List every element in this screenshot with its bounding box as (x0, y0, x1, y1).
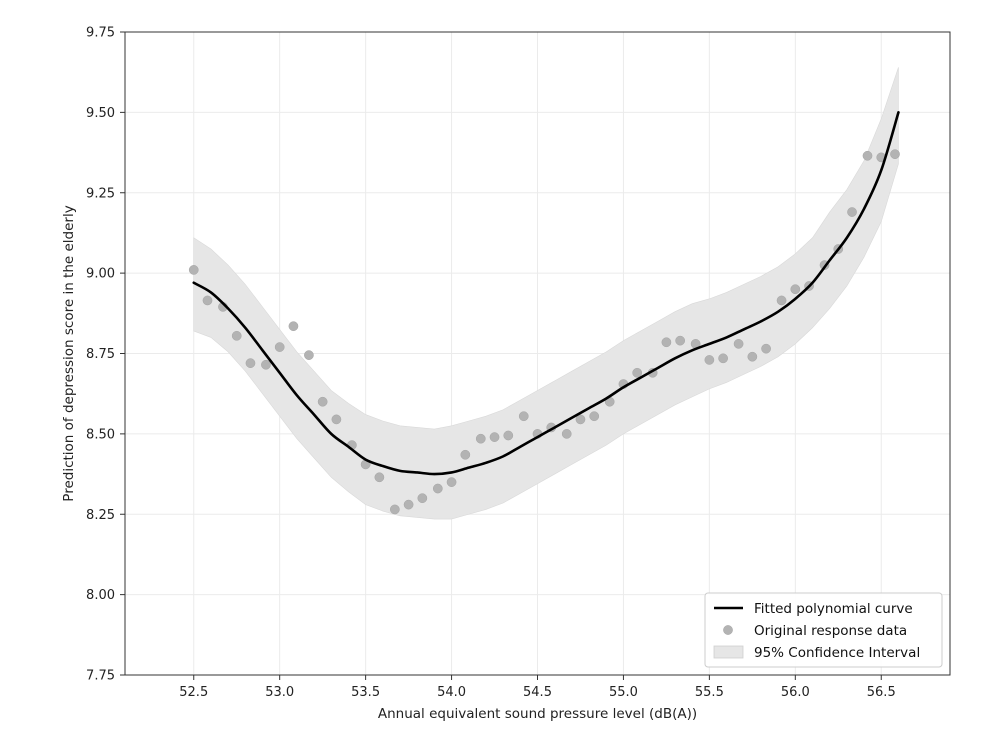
data-point (776, 295, 787, 306)
data-point (245, 358, 256, 368)
y-axis: 7.75 8.00 8.25 8.50 8.75 9.00 9.25 9.50 9.75 (86, 26, 125, 684)
legend-patch-sample (713, 645, 744, 659)
x-axis: 52.5 53.0 53.5 54.0 54.5 55.0 55.5 56.0 56.5 (179, 675, 896, 700)
data-point (718, 353, 728, 364)
x-tick-label: 53.5 (351, 685, 380, 700)
y-tick-label: 9.25 (86, 186, 115, 201)
legend-label-confidence-interval: 95% Confidence Interval (754, 645, 920, 661)
data-point (374, 472, 385, 483)
x-tick-label: 53.0 (265, 685, 294, 700)
y-tick-label: 8.75 (86, 347, 115, 362)
legend-marker-sample (723, 625, 733, 635)
y-tick-label: 8.00 (86, 588, 115, 603)
data-point (761, 343, 771, 354)
x-tick-label: 56.5 (867, 685, 896, 700)
y-tick-label: 8.50 (86, 427, 115, 442)
x-axis-label: Annual equivalent sound pressure level (… (378, 706, 697, 722)
data-point (704, 355, 715, 365)
data-point (561, 429, 572, 439)
data-point (432, 483, 443, 494)
data-point (331, 414, 342, 425)
data-point (890, 149, 900, 160)
data-point (847, 207, 857, 217)
y-tick-label: 7.75 (86, 669, 115, 684)
confidence-band (193, 67, 899, 520)
data-point (446, 477, 457, 487)
data-point (389, 504, 400, 515)
data-point (747, 351, 758, 362)
data-point (274, 342, 285, 352)
fitted-curve-line (192, 111, 900, 476)
legend-label-original-data: Original response data (754, 623, 907, 639)
y-tick-label: 8.25 (86, 508, 115, 523)
data-point (417, 493, 428, 504)
x-tick-label: 52.5 (179, 685, 208, 700)
data-point (475, 433, 486, 444)
legend: Fitted polynomial curve Original respons… (704, 592, 943, 668)
data-point (460, 449, 471, 460)
data-point (589, 411, 600, 422)
data-point (675, 335, 686, 346)
data-point (862, 150, 873, 161)
confidence-interval (193, 67, 899, 520)
data-point (489, 432, 500, 442)
y-axis-label: Prediction of depression score in the el… (61, 205, 77, 501)
fitted-curve-series (192, 111, 900, 476)
x-tick-label: 56.0 (781, 685, 810, 700)
x-tick-label: 55.0 (609, 685, 638, 700)
data-point (733, 339, 744, 349)
legend-label-fitted-curve: Fitted polynomial curve (754, 601, 913, 617)
y-tick-label: 9.75 (86, 26, 115, 41)
x-tick-label: 54.5 (523, 685, 552, 700)
data-point (231, 330, 242, 341)
data-point (518, 411, 529, 422)
data-point (317, 396, 328, 407)
data-point (661, 337, 672, 348)
y-tick-label: 9.50 (86, 106, 115, 121)
data-point (632, 367, 643, 378)
legend-box (704, 592, 943, 668)
data-point (503, 430, 514, 441)
data-point (304, 350, 314, 360)
x-tick-label: 55.5 (695, 685, 724, 700)
data-point (575, 414, 586, 425)
data-point (790, 284, 801, 295)
data-point (188, 265, 199, 275)
y-tick-label: 9.00 (86, 267, 115, 282)
data-point (261, 359, 271, 370)
data-point (288, 321, 299, 332)
data-point (403, 499, 414, 510)
data-point (202, 295, 213, 306)
x-tick-label: 54.0 (437, 685, 466, 700)
